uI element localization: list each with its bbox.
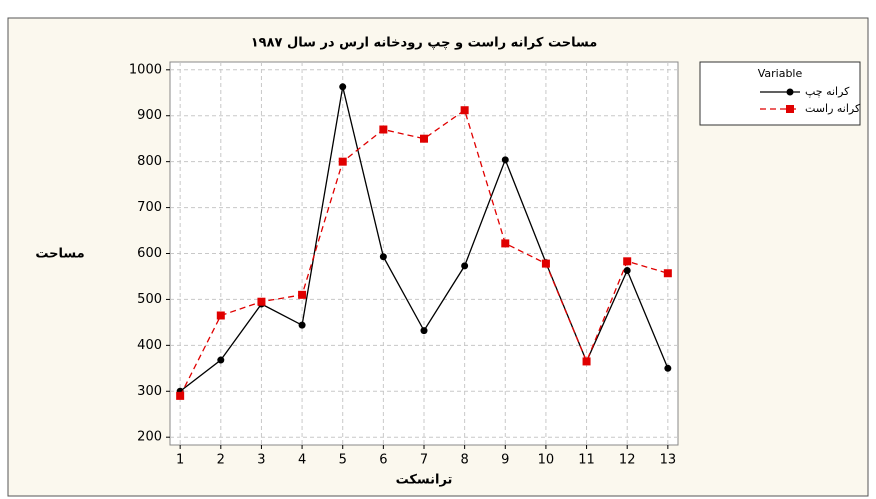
- marker: [501, 239, 510, 248]
- marker: [420, 327, 428, 335]
- marker: [460, 106, 469, 115]
- x-tick-label: 7: [420, 453, 428, 468]
- x-tick-label: 4: [298, 453, 306, 468]
- y-tick-label: 800: [137, 154, 162, 169]
- x-tick-label: 10: [538, 453, 555, 468]
- marker: [501, 156, 509, 164]
- x-tick-label: 8: [460, 453, 468, 468]
- x-tick-label: 11: [578, 453, 595, 468]
- marker: [623, 257, 632, 266]
- y-tick-label: 500: [137, 292, 162, 307]
- x-tick-label: 3: [257, 453, 265, 468]
- legend-marker: [786, 105, 794, 113]
- y-tick-label: 300: [137, 384, 162, 399]
- marker: [298, 290, 307, 299]
- x-tick-label: 9: [501, 453, 509, 468]
- x-tick-label: 12: [619, 453, 636, 468]
- marker: [217, 356, 225, 364]
- marker: [257, 297, 266, 306]
- marker: [298, 321, 306, 329]
- x-tick-label: 6: [379, 453, 387, 468]
- y-tick-label: 600: [137, 246, 162, 261]
- legend-label: کرانه چپ: [805, 85, 850, 98]
- marker: [379, 253, 387, 261]
- marker: [623, 266, 631, 274]
- y-tick-label: 900: [137, 108, 162, 123]
- marker: [541, 259, 550, 268]
- marker: [461, 262, 469, 270]
- legend-title: Variable: [758, 67, 803, 80]
- marker: [216, 311, 225, 320]
- y-tick-label: 400: [137, 338, 162, 353]
- marker: [420, 134, 428, 143]
- chart-title: مساحت کرانه راست و چپ رودخانه ارس در سال…: [251, 36, 598, 51]
- x-axis-label: ترانسکت: [396, 473, 453, 488]
- y-axis-label: مساحت: [35, 247, 84, 262]
- legend-box: [699, 61, 861, 126]
- x-tick-label: 2: [217, 453, 225, 468]
- x-tick-label: 1: [176, 453, 184, 468]
- y-tick-label: 1000: [129, 62, 162, 77]
- y-tick-label: 200: [137, 430, 162, 445]
- marker: [664, 364, 672, 372]
- marker: [663, 269, 672, 278]
- legend-marker: [786, 88, 794, 96]
- y-tick-label: 700: [137, 200, 162, 215]
- marker: [176, 391, 185, 400]
- legend-label: کرانه راست: [805, 102, 861, 115]
- marker: [582, 357, 591, 366]
- x-tick-label: 5: [339, 453, 347, 468]
- marker: [379, 125, 388, 134]
- marker: [338, 157, 347, 166]
- marker: [339, 83, 347, 91]
- x-tick-label: 13: [660, 453, 677, 468]
